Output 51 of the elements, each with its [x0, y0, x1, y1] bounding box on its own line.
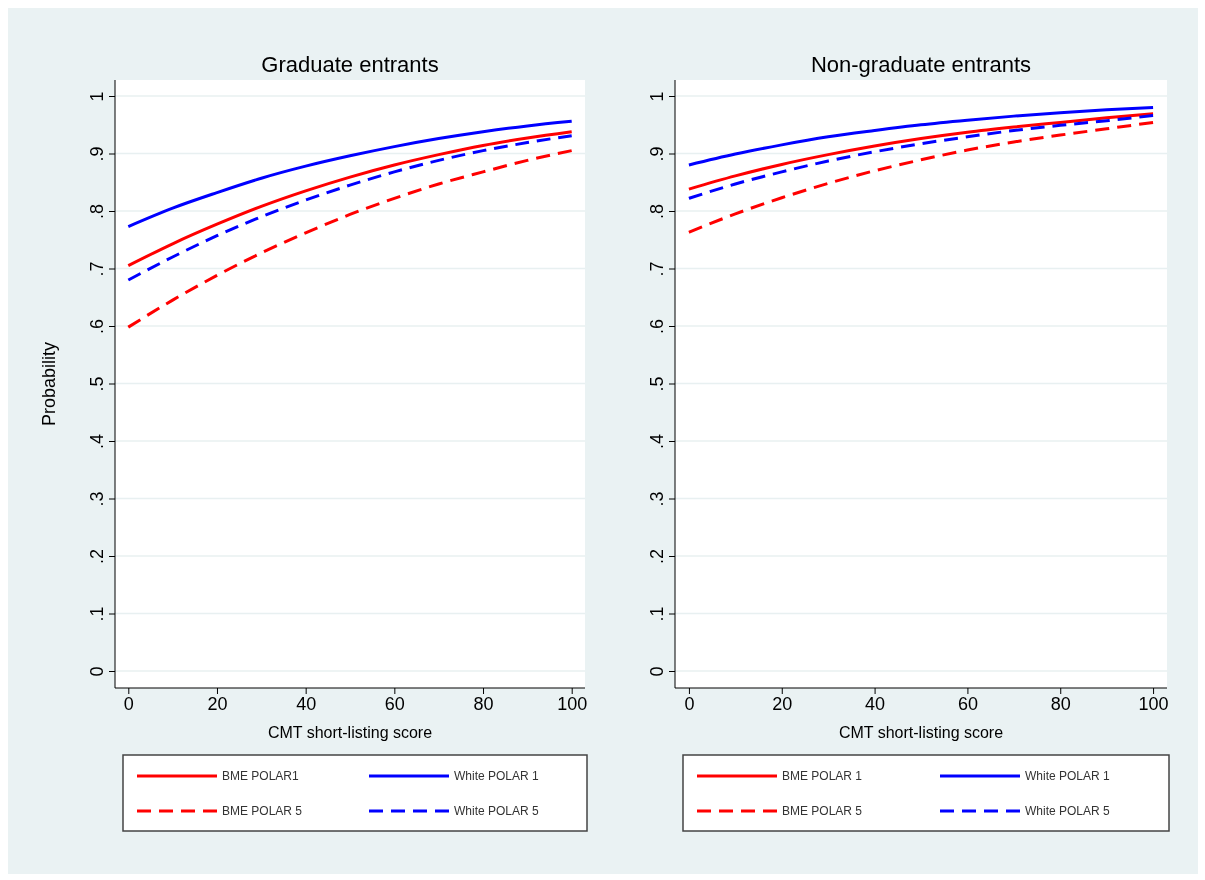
- chart-title: Graduate entrants: [261, 52, 439, 77]
- y-tick-label: .4: [87, 433, 107, 450]
- x-tick-label: 80: [1050, 693, 1071, 714]
- x-tick-label: 0: [123, 693, 134, 714]
- x-tick-label: 60: [384, 693, 405, 714]
- y-tick-label: .8: [647, 203, 667, 220]
- x-tick-label: 40: [296, 693, 317, 714]
- y-tick-label: .5: [647, 376, 667, 392]
- y-tick-label: .5: [87, 376, 107, 392]
- x-tick-label: 60: [957, 693, 978, 714]
- x-tick-label: 100: [1138, 693, 1169, 714]
- line-series: [126, 149, 574, 329]
- legend-label: White POLAR 5: [1025, 804, 1111, 818]
- legend-label: BME POLAR 5: [782, 804, 863, 818]
- y-tick-label: 1: [647, 91, 667, 102]
- y-tick-label: 1: [87, 91, 107, 102]
- x-axis-title: CMT short-listing score: [267, 724, 433, 741]
- y-tick-label: .6: [647, 318, 667, 335]
- y-tick-label: .2: [647, 548, 667, 565]
- line-series: [126, 119, 574, 229]
- y-tick-label: .1: [647, 606, 667, 622]
- x-tick-label: 40: [865, 693, 886, 714]
- x-axis-title: CMT short-listing score: [838, 724, 1004, 741]
- x-tick-label: 20: [772, 693, 793, 714]
- line-series: [687, 106, 1155, 167]
- y-tick-label: .9: [647, 146, 667, 162]
- legend-label: White POLAR 1: [454, 769, 540, 783]
- x-tick-label: 100: [557, 693, 588, 714]
- legend-label: BME POLAR1: [222, 769, 300, 783]
- y-tick-label: .1: [87, 606, 107, 622]
- y-tick-label: .3: [647, 491, 667, 507]
- chart-title: Non-graduate entrants: [810, 52, 1032, 77]
- y-tick-label: .8: [87, 203, 107, 220]
- y-tick-label: 0: [87, 666, 107, 677]
- y-tick-label: .7: [87, 261, 107, 277]
- x-tick-label: 0: [684, 693, 695, 714]
- line-series: [687, 120, 1155, 234]
- legend-label: BME POLAR 5: [222, 804, 303, 818]
- y-tick-label: 0: [647, 666, 667, 677]
- y-tick-label: .7: [647, 261, 667, 277]
- y-tick-label: .2: [87, 548, 107, 565]
- legend-label: White POLAR 5: [454, 804, 540, 818]
- y-tick-label: .3: [87, 491, 107, 507]
- legend-label: White POLAR 1: [1025, 769, 1111, 783]
- y-axis-title: Probability: [39, 341, 59, 427]
- legend-label: BME POLAR 1: [782, 769, 863, 783]
- y-tick-label: .4: [647, 433, 667, 450]
- x-tick-label: 20: [207, 693, 228, 714]
- y-tick-label: .9: [87, 146, 107, 162]
- x-tick-label: 80: [473, 693, 494, 714]
- y-tick-label: .6: [87, 318, 107, 335]
